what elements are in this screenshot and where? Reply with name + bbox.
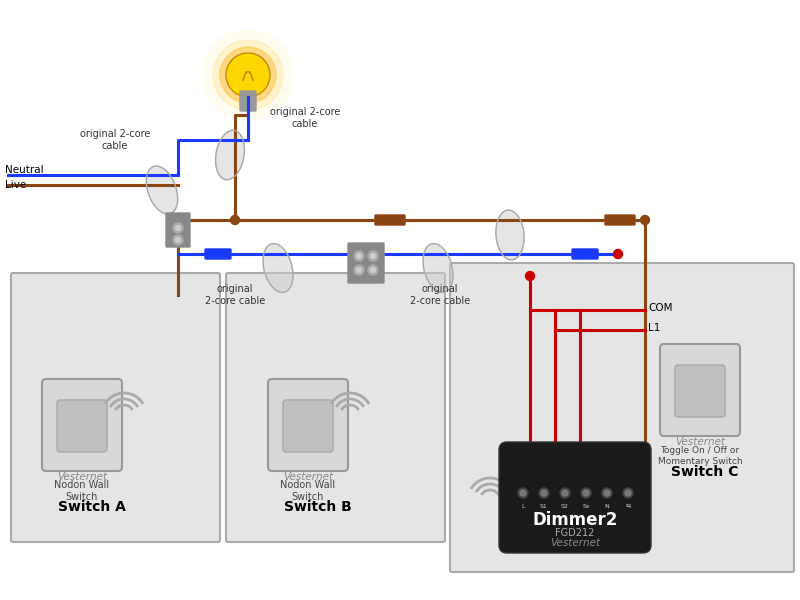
Circle shape [520,490,526,496]
Circle shape [173,235,183,245]
Text: Dimmer2: Dimmer2 [532,511,618,529]
Text: FGD212: FGD212 [555,528,594,538]
Circle shape [623,488,633,498]
Text: Vesternet: Vesternet [57,472,107,482]
FancyBboxPatch shape [42,379,122,471]
Text: original
2-core cable: original 2-core cable [205,284,265,306]
Circle shape [354,251,364,261]
Circle shape [370,253,375,259]
Text: original
2-core cable: original 2-core cable [410,284,470,306]
FancyBboxPatch shape [572,249,598,259]
FancyBboxPatch shape [283,400,333,452]
Circle shape [226,53,270,97]
Text: L1: L1 [648,323,660,333]
Text: Switch A: Switch A [58,500,126,514]
FancyBboxPatch shape [450,263,794,572]
Circle shape [368,265,378,275]
Circle shape [175,226,181,230]
FancyBboxPatch shape [660,344,740,436]
Circle shape [173,223,183,233]
Circle shape [614,250,622,259]
Circle shape [583,490,589,496]
Circle shape [541,490,547,496]
FancyBboxPatch shape [268,379,348,471]
Text: Toggle On / Off or
Momentary Switch: Toggle On / Off or Momentary Switch [658,446,742,466]
Circle shape [518,488,528,498]
Circle shape [175,238,181,242]
FancyBboxPatch shape [205,249,231,259]
Ellipse shape [215,130,245,180]
Text: COM: COM [648,303,673,313]
Text: Switch B: Switch B [284,500,352,514]
Text: original 2-core
cable: original 2-core cable [80,129,150,151]
Ellipse shape [146,166,178,214]
Circle shape [625,490,631,496]
FancyBboxPatch shape [499,442,651,553]
Circle shape [602,488,612,498]
Ellipse shape [263,244,293,292]
Text: Live: Live [5,180,26,190]
Circle shape [354,265,364,275]
FancyBboxPatch shape [605,215,635,225]
Circle shape [562,490,568,496]
Circle shape [230,215,239,224]
Ellipse shape [496,210,524,260]
Text: original 2-core
cable: original 2-core cable [270,107,340,129]
Text: Nodon Wall
Switch: Nodon Wall Switch [281,480,335,502]
Text: Vesternet: Vesternet [675,437,725,447]
Circle shape [220,47,276,103]
Text: Nodon Wall
Switch: Nodon Wall Switch [54,480,110,502]
FancyBboxPatch shape [57,400,107,452]
Circle shape [526,271,534,280]
Circle shape [368,251,378,261]
Circle shape [604,490,610,496]
FancyBboxPatch shape [11,273,220,542]
Circle shape [213,40,283,110]
FancyBboxPatch shape [348,243,384,283]
Text: Vesternet: Vesternet [550,538,600,548]
FancyBboxPatch shape [226,273,445,542]
Circle shape [539,488,549,498]
Text: Vesternet: Vesternet [283,472,333,482]
Circle shape [581,488,591,498]
Circle shape [357,268,362,272]
Text: Neutral: Neutral [5,165,44,175]
FancyBboxPatch shape [375,215,405,225]
FancyBboxPatch shape [166,213,190,247]
Text: S1: S1 [540,503,548,509]
FancyBboxPatch shape [675,365,725,417]
Text: N: N [605,503,610,509]
Text: L: L [522,503,525,509]
Circle shape [357,253,362,259]
Text: Sx: Sx [582,503,590,509]
FancyBboxPatch shape [240,91,256,111]
Circle shape [370,268,375,272]
Ellipse shape [423,244,453,292]
Text: ⇆: ⇆ [626,503,630,509]
Circle shape [641,215,650,224]
Text: S2: S2 [561,503,569,509]
Circle shape [203,30,293,120]
Circle shape [560,488,570,498]
Text: Switch C: Switch C [671,465,738,479]
